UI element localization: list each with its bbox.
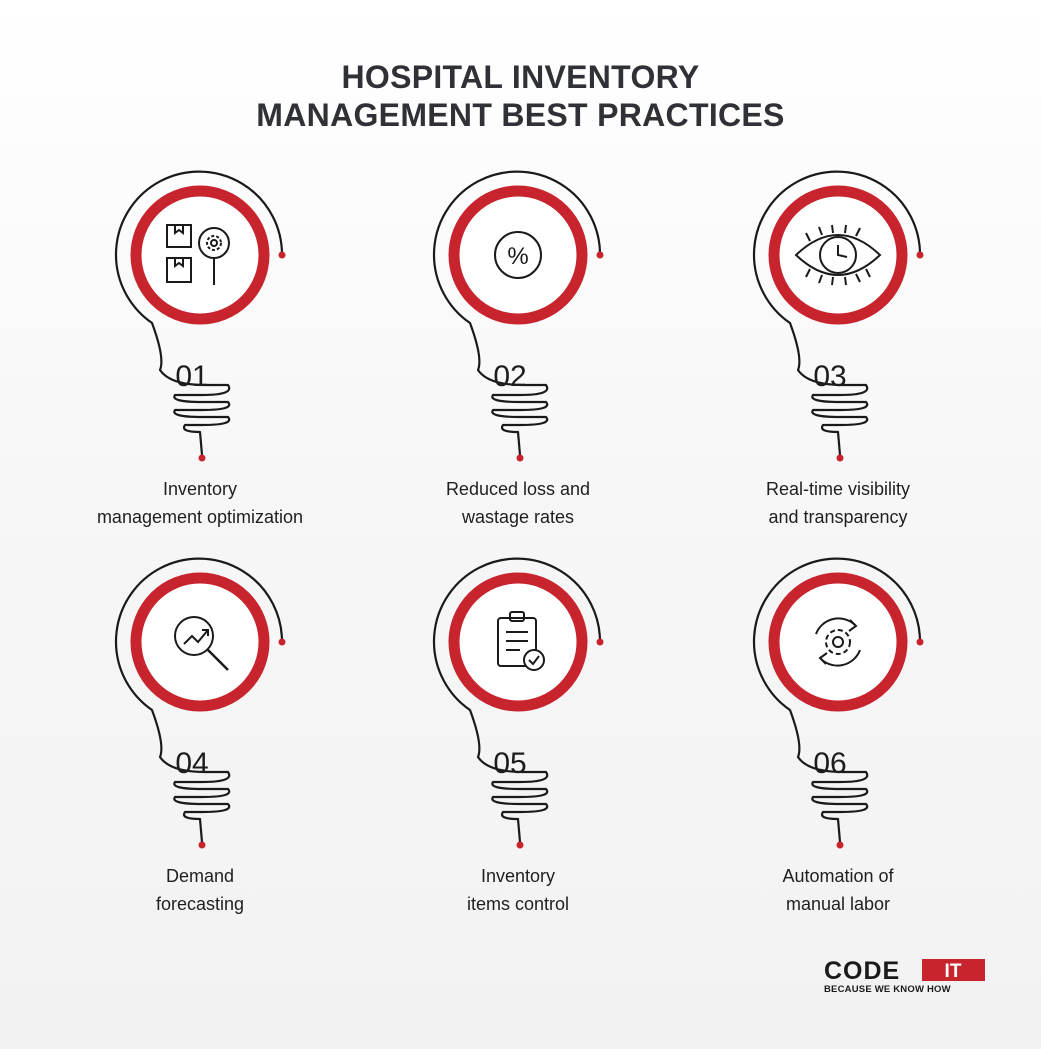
page-title: HOSPITAL INVENTORY MANAGEMENT BEST PRACT…	[0, 58, 1041, 134]
bulb-end-dot-bottom	[198, 454, 206, 462]
bulb-end-dot-top	[596, 638, 604, 646]
bulb-end-dot-top	[596, 251, 604, 259]
practice-card-05: 05 Inventory items control	[348, 557, 688, 937]
caption-line-2: forecasting	[155, 894, 245, 914]
lightbulb-diagram	[752, 170, 924, 462]
caption-line-2: items control	[466, 894, 570, 914]
bulb-outline	[432, 170, 602, 457]
caption-line-2: manual labor	[785, 894, 891, 914]
practice-number: 04	[175, 747, 209, 780]
bulb-end-dot-top	[278, 251, 286, 259]
red-ring	[130, 572, 270, 712]
logo-tagline: BECAUSE WE KNOW HOW	[824, 984, 951, 995]
lightbulb-diagram	[114, 170, 286, 462]
bulb-end-dot-bottom	[836, 841, 844, 849]
magnifier-chart-icon	[174, 616, 229, 671]
red-ring	[448, 185, 588, 325]
bulb-end-dot-bottom	[516, 841, 524, 849]
practice-caption: Real-time visibility and transparency	[668, 475, 1008, 531]
title-line-2: MANAGEMENT BEST PRACTICES	[256, 97, 785, 133]
caption-line-1: Reduced loss and	[445, 479, 591, 499]
practice-card-03: 03 Real-time visibility and transparency	[668, 170, 1008, 550]
bulb-end-dot-bottom	[836, 454, 844, 462]
caption-line-1: Automation of	[782, 866, 894, 886]
caption-line-2: and transparency	[768, 507, 908, 527]
title-line-1: HOSPITAL INVENTORY	[341, 59, 700, 95]
percent-icon: %	[494, 231, 542, 279]
practice-caption: Inventory management optimization	[30, 475, 370, 531]
bulb-outline	[432, 557, 602, 844]
boxes-gear-icon	[166, 224, 230, 285]
practice-card-06: 06 Automation of manual labor	[668, 557, 1008, 937]
practice-number: 03	[813, 360, 847, 393]
caption-line-1: Inventory	[480, 866, 556, 886]
practice-number: 06	[813, 747, 847, 780]
bulb-end-dot-top	[278, 638, 286, 646]
bulb-end-dot-top	[916, 638, 924, 646]
logo-brand: CODE	[824, 957, 900, 985]
practice-number: 05	[493, 747, 527, 780]
bulb-outline	[114, 557, 284, 844]
svg-text:%: %	[507, 243, 528, 270]
bulb-outline	[752, 557, 922, 844]
practice-caption: Inventory items control	[348, 862, 688, 918]
practice-card-04: 04 Demand forecasting	[30, 557, 370, 937]
logo-badge-bg	[922, 959, 985, 981]
practice-card-01: 01 Inventory management optimization	[30, 170, 370, 550]
caption-line-2: management optimization	[96, 507, 304, 527]
logo-badge: IT	[945, 961, 962, 982]
practice-card-02: % 02 Reduced loss and wastage rates	[348, 170, 688, 550]
lightbulb-diagram	[114, 557, 286, 849]
lightbulb-diagram: %	[432, 170, 604, 462]
clipboard-check-icon	[497, 611, 545, 671]
bulb-end-dot-top	[916, 251, 924, 259]
practice-number: 01	[175, 360, 209, 393]
caption-line-2: wastage rates	[461, 507, 575, 527]
company-logo: CODE IT BECAUSE WE KNOW HOW	[824, 957, 989, 997]
caption-line-1: Demand	[165, 866, 235, 886]
eye-clock-icon	[794, 224, 882, 286]
gear-cycle-icon	[815, 617, 861, 667]
bulb-outline	[752, 170, 922, 457]
lightbulb-diagram	[752, 557, 924, 849]
caption-line-1: Real-time visibility	[765, 479, 911, 499]
red-ring	[768, 572, 908, 712]
bulb-outline	[114, 170, 284, 457]
practice-number: 02	[493, 360, 527, 393]
lightbulb-diagram	[432, 557, 604, 849]
bulb-end-dot-bottom	[198, 841, 206, 849]
practice-caption: Automation of manual labor	[668, 862, 1008, 918]
practice-caption: Demand forecasting	[30, 862, 370, 918]
red-ring	[130, 185, 270, 325]
practice-caption: Reduced loss and wastage rates	[348, 475, 688, 531]
caption-line-1: Inventory	[162, 479, 238, 499]
bulb-end-dot-bottom	[516, 454, 524, 462]
